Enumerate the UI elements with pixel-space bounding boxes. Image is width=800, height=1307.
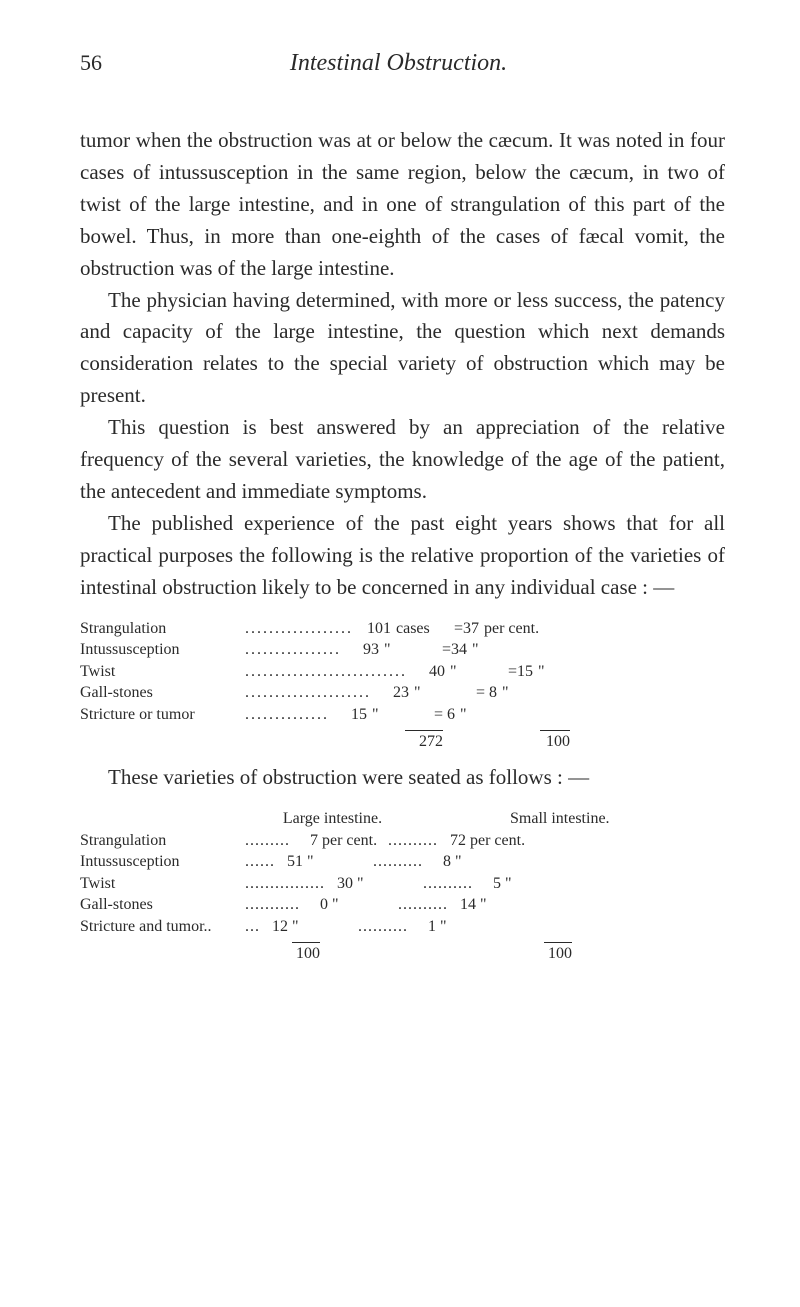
row-unit: " bbox=[501, 873, 512, 895]
row-eq: =34 bbox=[427, 639, 467, 661]
row-unit: per cent. bbox=[466, 830, 525, 852]
row-label: Twist bbox=[80, 873, 245, 895]
cases-table: Strangulation..................101cases=… bbox=[80, 618, 725, 753]
intestine-table: Large intestine. Small intestine. Strang… bbox=[80, 808, 725, 964]
row-label: Stricture or tumor bbox=[80, 704, 245, 726]
total-small: 100 bbox=[544, 942, 572, 965]
row-value-small: 8 bbox=[423, 851, 451, 873]
row-value-large: 30 bbox=[325, 873, 353, 895]
header-small-intestine: Small intestine. bbox=[510, 808, 725, 830]
table-row: Stricture and tumor.....12"..........1" bbox=[80, 916, 725, 938]
row-unit: " bbox=[367, 704, 415, 726]
table-row: Stricture or tumor..............15"= 6" bbox=[80, 704, 725, 726]
paragraph-3: This question is best answered by an app… bbox=[80, 412, 725, 508]
row-unit: " bbox=[436, 916, 447, 938]
body-text-2: These varieties of obstruction were seat… bbox=[80, 762, 725, 794]
row-unit: cases bbox=[391, 618, 439, 640]
header-large-intestine: Large intestine. bbox=[245, 808, 420, 830]
row-unit: " bbox=[353, 873, 423, 895]
page-number: 56 bbox=[80, 50, 102, 76]
dots: ................ bbox=[245, 873, 325, 895]
paragraph-1: tumor when the obstruction was at or bel… bbox=[80, 125, 725, 285]
row-value-small: 1 bbox=[408, 916, 436, 938]
table-totals: 272 100 bbox=[80, 730, 725, 753]
row-value-large: 7 bbox=[290, 830, 318, 852]
page-header: 56 Intestinal Obstruction. bbox=[80, 50, 725, 77]
dots: ..................... bbox=[245, 682, 371, 704]
table2-totals: 100 100 bbox=[80, 942, 725, 965]
row-cases: 15 bbox=[329, 704, 367, 726]
row-value-small: 72 bbox=[438, 830, 466, 852]
row-unit: " bbox=[303, 851, 373, 873]
row-eq: =37 bbox=[439, 618, 479, 640]
row-cases: 93 bbox=[341, 639, 379, 661]
dots: ... bbox=[245, 916, 260, 938]
table-row: Intussusception................93"=34" bbox=[80, 639, 725, 661]
body-text: tumor when the obstruction was at or bel… bbox=[80, 125, 725, 604]
dots: ......... bbox=[245, 830, 290, 852]
dots: ...... bbox=[245, 851, 275, 873]
paragraph-5: These varieties of obstruction were seat… bbox=[80, 762, 725, 794]
table-row: Gall-stones.....................23"= 8" bbox=[80, 682, 725, 704]
dots: .......... bbox=[398, 894, 448, 916]
table-row: Intussusception......51"..........8" bbox=[80, 851, 725, 873]
row-value-small: 14 bbox=[448, 894, 476, 916]
table-row: Strangulation..................101cases=… bbox=[80, 618, 725, 640]
row-suffix: " bbox=[467, 639, 479, 661]
row-unit: " bbox=[409, 682, 457, 704]
dots: .......... bbox=[423, 873, 473, 895]
dots: .......... bbox=[373, 851, 423, 873]
row-value-large: 51 bbox=[275, 851, 303, 873]
row-unit: " bbox=[379, 639, 427, 661]
row-unit: " bbox=[328, 894, 398, 916]
dots: ........... bbox=[245, 894, 300, 916]
row-cases: 101 bbox=[353, 618, 391, 640]
dots: .................. bbox=[245, 618, 353, 640]
row-suffix: per cent. bbox=[479, 618, 539, 640]
row-value-large: 12 bbox=[260, 916, 288, 938]
row-label: Gall-stones bbox=[80, 894, 245, 916]
row-unit: " bbox=[476, 894, 487, 916]
row-label: Gall-stones bbox=[80, 682, 245, 704]
dots: .............. bbox=[245, 704, 329, 726]
table-row: Gall-stones...........0"..........14" bbox=[80, 894, 725, 916]
table-row: Strangulation.........7per cent.........… bbox=[80, 830, 725, 852]
row-suffix: " bbox=[497, 682, 509, 704]
row-label: Intussusception bbox=[80, 639, 245, 661]
row-suffix: " bbox=[533, 661, 545, 683]
dots: .......... bbox=[388, 830, 438, 852]
total-large: 100 bbox=[292, 942, 320, 965]
row-eq: = 6 bbox=[415, 704, 455, 726]
row-eq: =15 bbox=[493, 661, 533, 683]
table-header: Large intestine. Small intestine. bbox=[80, 808, 725, 830]
row-unit: per cent. bbox=[318, 830, 388, 852]
dots: .......... bbox=[358, 916, 408, 938]
row-unit: " bbox=[445, 661, 493, 683]
table-row: Twist................30"..........5" bbox=[80, 873, 725, 895]
row-cases: 23 bbox=[371, 682, 409, 704]
row-eq: = 8 bbox=[457, 682, 497, 704]
row-label: Twist bbox=[80, 661, 245, 683]
row-unit: " bbox=[451, 851, 462, 873]
paragraph-2: The physician having determined, with mo… bbox=[80, 285, 725, 413]
row-label: Strangulation bbox=[80, 618, 245, 640]
row-label: Strangulation bbox=[80, 830, 245, 852]
row-value-small: 5 bbox=[473, 873, 501, 895]
row-value-large: 0 bbox=[300, 894, 328, 916]
row-label: Stricture and tumor.. bbox=[80, 916, 245, 938]
dots: ........................... bbox=[245, 661, 407, 683]
page-title: Intestinal Obstruction. bbox=[102, 50, 725, 77]
row-cases: 40 bbox=[407, 661, 445, 683]
row-label: Intussusception bbox=[80, 851, 245, 873]
total-percent: 100 bbox=[540, 730, 570, 753]
row-unit: " bbox=[288, 916, 358, 938]
dots: ................ bbox=[245, 639, 341, 661]
total-cases: 272 bbox=[405, 730, 443, 753]
row-suffix: " bbox=[455, 704, 467, 726]
table-row: Twist...........................40"=15" bbox=[80, 661, 725, 683]
paragraph-4: The published experience of the past eig… bbox=[80, 508, 725, 604]
